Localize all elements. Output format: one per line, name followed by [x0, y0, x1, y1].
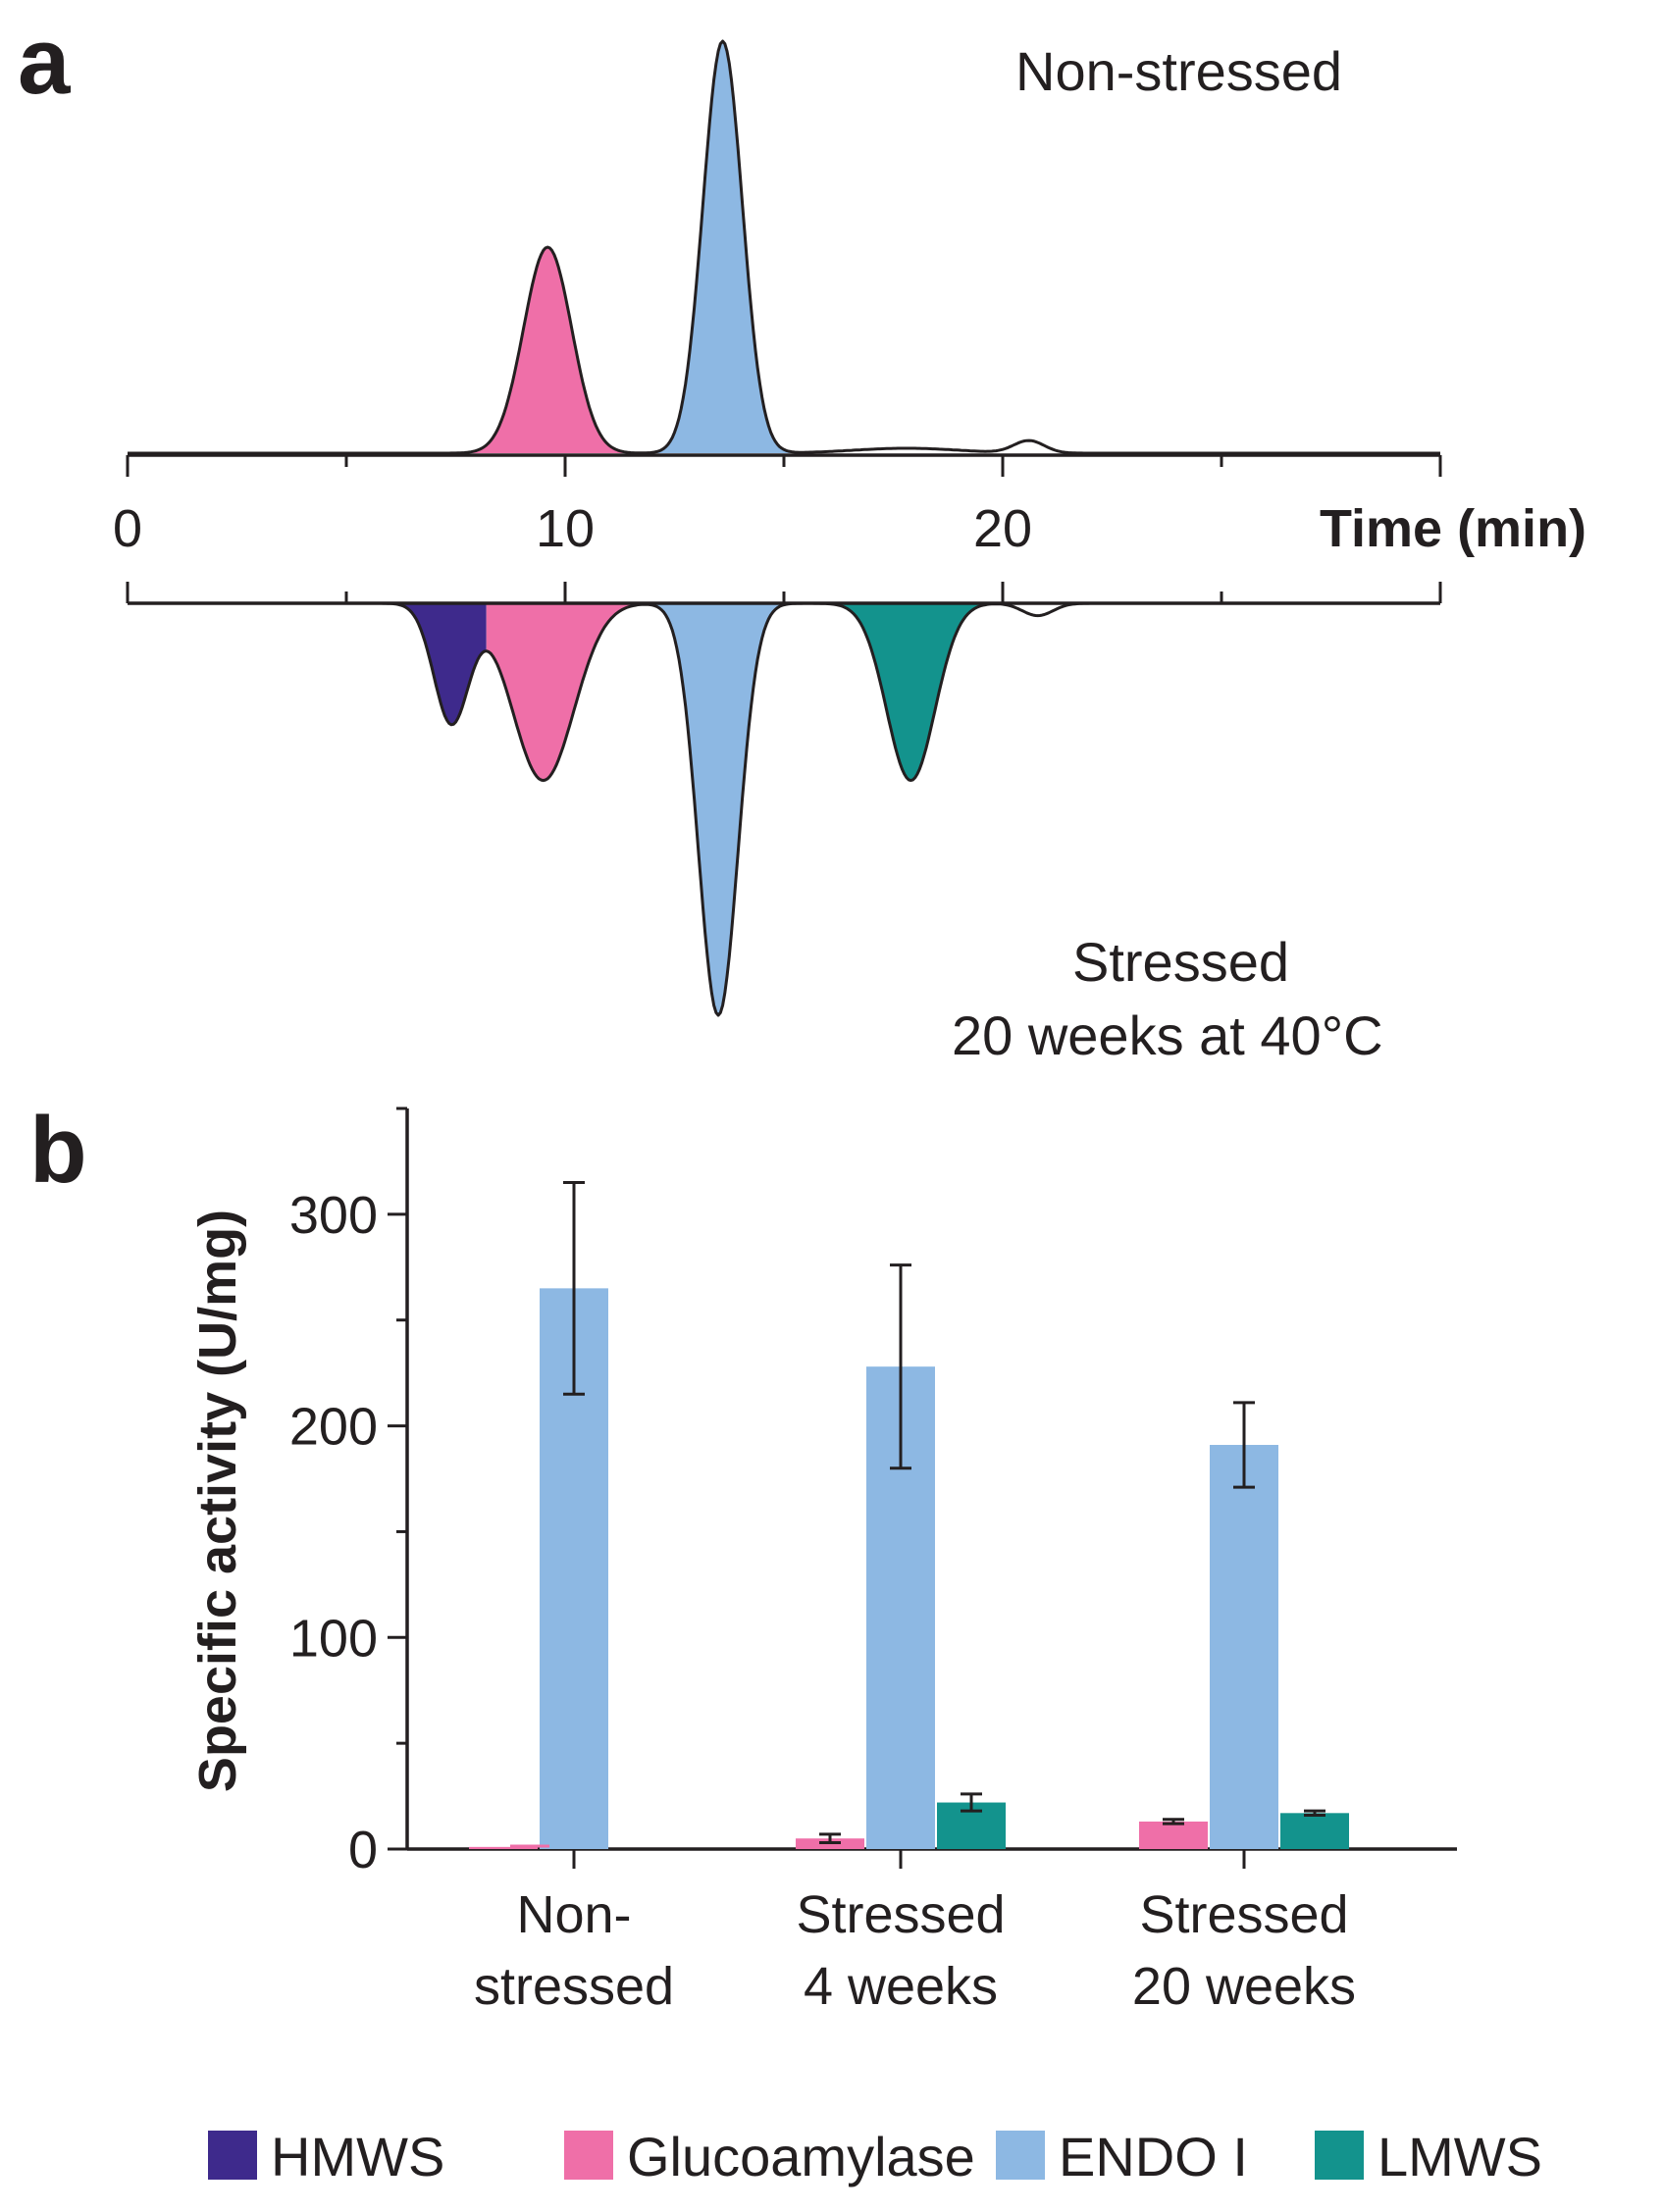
panel-a-chromatogram: a Non-stressed Stressed 20 weeks at 40°C…: [18, 9, 1586, 1066]
y-tick-label-200: 200: [289, 1398, 378, 1457]
peak-fill-glucoamylase: [468, 247, 636, 453]
time-tick-label-0: 0: [113, 499, 142, 558]
non-stressed-trace: [128, 39, 1440, 455]
time-axis-title: Time (min): [1320, 499, 1586, 558]
stressed-fills: [403, 603, 1008, 1015]
error-bar-lmws-2: [1304, 1809, 1325, 1817]
category-label-1-line1: Stressed: [796, 1885, 1005, 1944]
time-axis-ticks: [126, 455, 1442, 603]
category-label-1-line2: 4 weeks: [804, 1957, 998, 2016]
panel-b-letter: b: [29, 1098, 87, 1203]
error-bars: [563, 1181, 1325, 1845]
peak-fill-lmws: [792, 603, 1008, 781]
error-bar-glucoamylase-2: [1163, 1818, 1184, 1826]
category-label-0-line1: Non-: [516, 1885, 631, 1944]
peak-fill-glucoamylase: [486, 603, 631, 781]
bar-glucoamylase-0: [469, 1846, 538, 1849]
y-tick-label-300: 300: [289, 1186, 378, 1245]
y-axis-title: Specific activity (U/mg): [188, 1209, 247, 1792]
legend-label-lmws: LMWS: [1377, 2126, 1542, 2187]
panel-b-bar-chart: b Specific activity (U/mg) 0 100 200 300 No…: [29, 1098, 1457, 2016]
non-stressed-fills: [468, 41, 798, 453]
annotation-non-stressed: Non-stressed: [1015, 40, 1342, 102]
legend-label-glucoamylase: Glucoamylase: [627, 2126, 975, 2187]
time-tick-label-20: 20: [973, 499, 1032, 558]
legend-swatch-hmws: [208, 2131, 257, 2180]
legend-swatch-lmws: [1315, 2131, 1364, 2180]
bar-lmws-2: [1280, 1813, 1349, 1849]
error-bar-endo-i-2: [1233, 1401, 1255, 1489]
error-bar-glucoamylase-1: [819, 1832, 841, 1845]
time-tick-label-10: 10: [536, 499, 595, 558]
legend: HMWS Glucoamylase ENDO I LMWS: [208, 2126, 1542, 2187]
bar-endo-i-2: [1210, 1444, 1278, 1849]
legend-swatch-endo-i: [996, 2131, 1045, 2180]
legend-label-endo-i: ENDO I: [1059, 2126, 1248, 2187]
category-labels: Non-stressed Stressed 4 weeks Stressed 20 we…: [474, 1885, 1356, 2016]
category-label-2-line2: 20 weeks: [1132, 1957, 1356, 2016]
annotation-stressed: Stressed: [1072, 931, 1289, 993]
peak-fill-endo-i: [635, 41, 798, 453]
peak-fill-endo-i: [630, 603, 793, 1015]
error-bar-endo-i-1: [890, 1263, 911, 1470]
y-axis-ticks: 0 100 200 300: [289, 1106, 1246, 1879]
bars: [469, 1288, 1349, 1849]
y-tick-label-100: 100: [289, 1609, 378, 1668]
time-axis-tick-labels: 0 10 20: [113, 499, 1032, 558]
category-label-2-line1: Stressed: [1139, 1885, 1348, 1944]
error-bar-lmws-1: [961, 1792, 982, 1813]
legend-swatch-glucoamylase: [564, 2131, 613, 2180]
annotation-stressed-condition: 20 weeks at 40°C: [952, 1004, 1383, 1066]
bar-glucoamylase-2: [1139, 1821, 1208, 1849]
legend-label-hmws: HMWS: [271, 2126, 444, 2187]
error-bar-endo-i-0: [563, 1181, 585, 1396]
peak-fill-hmws: [403, 603, 487, 725]
category-label-0-line2: stressed: [474, 1957, 674, 2016]
panel-a-letter: a: [18, 9, 71, 114]
y-tick-label-0: 0: [348, 1821, 378, 1879]
